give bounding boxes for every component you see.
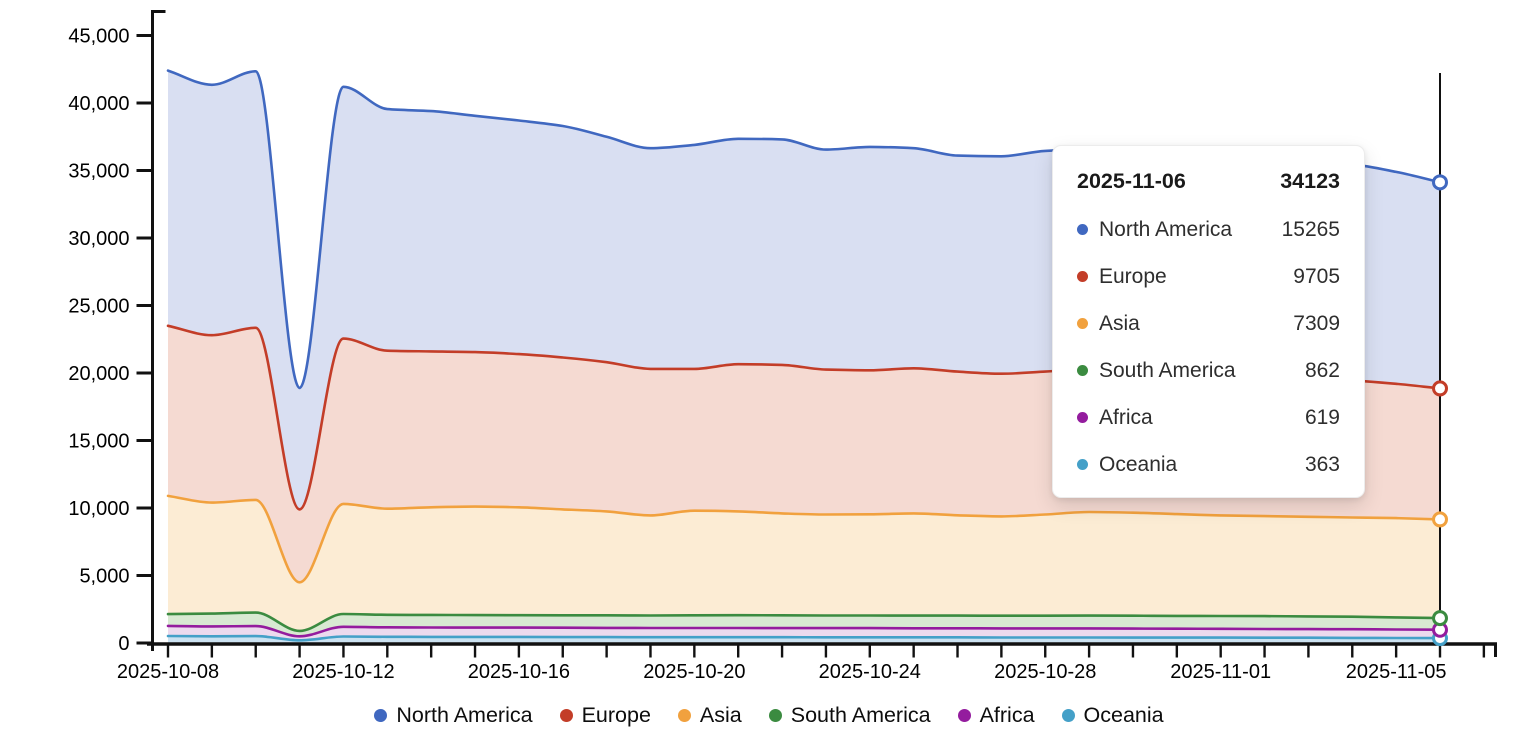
tooltip-series-name: Africa <box>1099 405 1153 429</box>
tooltip-series-name: Europe <box>1099 264 1167 288</box>
tooltip-series-value: 619 <box>1304 405 1340 429</box>
tooltip-row-europe: Europe 9705 <box>1077 253 1340 300</box>
crosshair-marker-north-america <box>1432 174 1448 191</box>
legend-item-oceania[interactable]: Oceania <box>1061 703 1164 728</box>
tooltip-series-value: 15265 <box>1281 217 1340 241</box>
x-tick-label: 2025-10-16 <box>468 661 570 683</box>
tooltip-series-name: North America <box>1099 217 1233 241</box>
legend-item-asia[interactable]: Asia <box>677 703 742 728</box>
legend-item-europe[interactable]: Europe <box>559 703 651 728</box>
tooltip: 2025-11-06 34123 North America 15265 Europ… <box>1052 145 1365 498</box>
y-tick-label: 25,000 <box>68 296 129 318</box>
oceania-dot-icon <box>1061 709 1075 722</box>
asia-dot-icon <box>1077 318 1088 329</box>
crosshair-marker-south-america <box>1432 610 1448 627</box>
series-line-africa <box>166 624 1442 638</box>
tooltip-series-name: South America <box>1099 358 1236 382</box>
series-line-south-america <box>166 611 1442 633</box>
tooltip-series-value: 9705 <box>1293 264 1340 288</box>
asia-dot-icon <box>677 709 691 722</box>
legend-label: Oceania <box>1083 703 1164 727</box>
tooltip-total: 34123 <box>1280 169 1340 193</box>
y-tick-label: 35,000 <box>68 161 129 183</box>
y-tick-label: 10,000 <box>68 498 129 520</box>
crosshair-marker-europe <box>1432 380 1448 397</box>
tooltip-series-value: 363 <box>1304 452 1340 476</box>
legend-item-south-america[interactable]: South America <box>768 703 931 728</box>
legend-label: North America <box>396 703 533 727</box>
series-line-oceania <box>166 634 1442 642</box>
series-line-asia <box>166 494 1442 584</box>
tooltip-series-value: 7309 <box>1293 311 1340 335</box>
y-tick-label: 0 <box>118 633 129 655</box>
legend-label: South America <box>790 703 931 727</box>
x-tick-label: 2025-10-24 <box>819 661 921 683</box>
y-tick-label: 40,000 <box>68 93 129 115</box>
y-tick-label: 20,000 <box>68 363 129 385</box>
legend-item-africa[interactable]: Africa <box>957 703 1035 728</box>
tooltip-rows: North America 15265 Europe 9705 Asia 7309 Sout… <box>1077 206 1340 488</box>
x-tick-label: 2025-10-28 <box>994 661 1096 683</box>
x-tick-label: 2025-10-20 <box>643 661 745 683</box>
series-area-asia <box>168 495 1440 631</box>
series-area-south-america <box>168 612 1440 637</box>
x-tick-label: 2025-11-01 <box>1170 661 1271 683</box>
legend-label: Europe <box>581 703 651 727</box>
x-tick-label: 2025-11-05 <box>1346 661 1447 683</box>
crosshair-marker-asia <box>1432 511 1448 528</box>
africa-dot-icon <box>957 709 971 722</box>
legend-label: Africa <box>979 703 1035 727</box>
north-america-dot-icon <box>374 709 388 722</box>
africa-dot-icon <box>1077 412 1088 423</box>
south-america-dot-icon <box>1077 365 1088 376</box>
y-tick-label: 45,000 <box>68 26 129 48</box>
legend-item-north-america[interactable]: North America <box>374 703 533 728</box>
south-america-dot-icon <box>768 709 782 722</box>
tooltip-row-south-america: South America 862 <box>1077 347 1340 394</box>
legend: North America Europe Asia South America Afri… <box>0 703 1538 728</box>
europe-dot-icon <box>559 709 573 722</box>
x-tick-label: 2025-10-12 <box>292 661 394 683</box>
x-tick-label: 2025-10-08 <box>117 661 219 683</box>
north-america-dot-icon <box>1077 224 1088 235</box>
oceania-dot-icon <box>1077 459 1088 470</box>
europe-dot-icon <box>1077 271 1088 282</box>
y-tick-label: 15,000 <box>68 431 129 453</box>
tooltip-row-oceania: Oceania 363 <box>1077 441 1340 488</box>
tooltip-date: 2025-11-06 <box>1077 169 1186 193</box>
y-tick-label: 30,000 <box>68 228 129 250</box>
tooltip-series-value: 862 <box>1304 358 1340 382</box>
tooltip-row-africa: Africa 619 <box>1077 394 1340 441</box>
tooltip-series-name: Asia <box>1099 311 1140 335</box>
legend-label: Asia <box>699 703 742 727</box>
tooltip-row-asia: Asia 7309 <box>1077 300 1340 347</box>
tooltip-row-north-america: North America 15265 <box>1077 206 1340 253</box>
tooltip-header: 2025-11-06 34123 <box>1077 166 1340 196</box>
y-tick-label: 5,000 <box>79 566 129 588</box>
tooltip-series-name: Oceania <box>1099 452 1178 476</box>
